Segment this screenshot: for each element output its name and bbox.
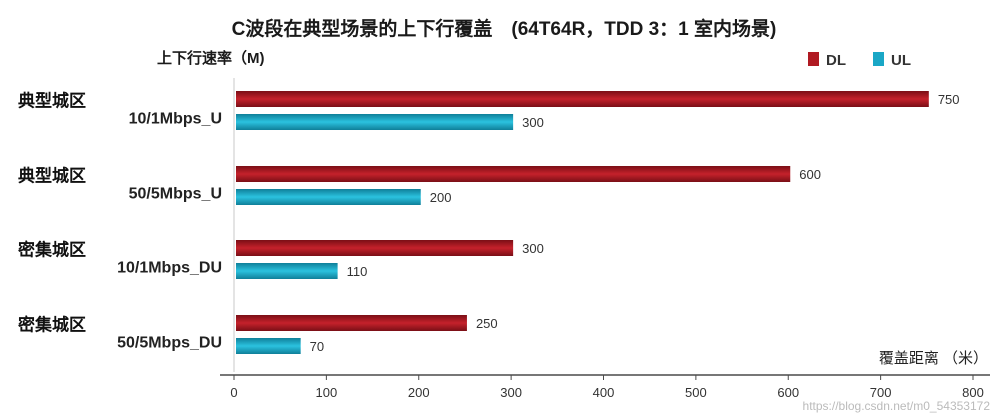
dl-bar <box>236 91 929 107</box>
category-scene-label: 典型城区 <box>18 91 86 111</box>
x-tick-label: 600 <box>777 385 799 400</box>
dl-legend-label: DL <box>826 52 846 69</box>
dl-data-label: 600 <box>799 167 821 182</box>
ul-data-label: 200 <box>430 190 452 205</box>
ul-data-label: 110 <box>347 264 368 279</box>
ul-bar <box>236 114 514 130</box>
ul-data-label: 300 <box>522 115 544 130</box>
x-tick-label: 300 <box>500 385 522 400</box>
legend: DL UL <box>808 52 911 69</box>
dl-data-label: 250 <box>476 316 498 331</box>
watermark: https://blog.csdn.net/m0_54353172 <box>803 399 991 413</box>
category-scene-label: 密集城区 <box>18 315 86 335</box>
ul-bar <box>236 189 421 205</box>
dl-bar <box>236 240 514 256</box>
x-tick-label: 200 <box>408 385 430 400</box>
x-tick-label: 500 <box>685 385 707 400</box>
ul-bar <box>236 338 301 354</box>
x-tick-label: 800 <box>962 385 984 400</box>
x-tick-label: 700 <box>870 385 892 400</box>
y-axis-label: 上下行速率（M) <box>157 49 265 67</box>
chart-title: C波段在典型场景的上下行覆盖 (64T64R，TDD 3：1 室内场景) <box>232 17 777 40</box>
category-rate-label: 50/5Mbps_DU <box>117 335 222 352</box>
x-tick-label: 400 <box>593 385 615 400</box>
x-tick-label: 100 <box>316 385 338 400</box>
bars: 750 600 300 250 300 200 110 70 <box>236 91 960 354</box>
dl-bar <box>236 315 467 331</box>
category-labels: 典型城区 10/1Mbps_U 典型城区 50/5Mbps_U 密集城区 10/1Mbps… <box>18 91 222 352</box>
category-rate-label: 10/1Mbps_DU <box>117 260 222 277</box>
ul-bar <box>236 263 338 279</box>
ul-legend-swatch <box>873 52 884 66</box>
ul-legend-label: UL <box>891 52 911 69</box>
dl-data-label: 300 <box>522 241 544 256</box>
dl-bar <box>236 166 791 182</box>
dl-legend-swatch <box>808 52 819 66</box>
x-axis-label: 覆盖距离 （米） <box>879 350 988 367</box>
category-rate-label: 10/1Mbps_U <box>129 111 222 128</box>
x-tick-label: 0 <box>230 385 237 400</box>
category-scene-label: 密集城区 <box>18 240 86 260</box>
axes: 0 100 200 300 400 500 600 700 800 <box>220 78 990 400</box>
ul-data-label: 70 <box>310 339 324 354</box>
dl-data-label: 750 <box>938 92 960 107</box>
category-rate-label: 50/5Mbps_U <box>129 186 222 203</box>
category-scene-label: 典型城区 <box>18 166 86 186</box>
